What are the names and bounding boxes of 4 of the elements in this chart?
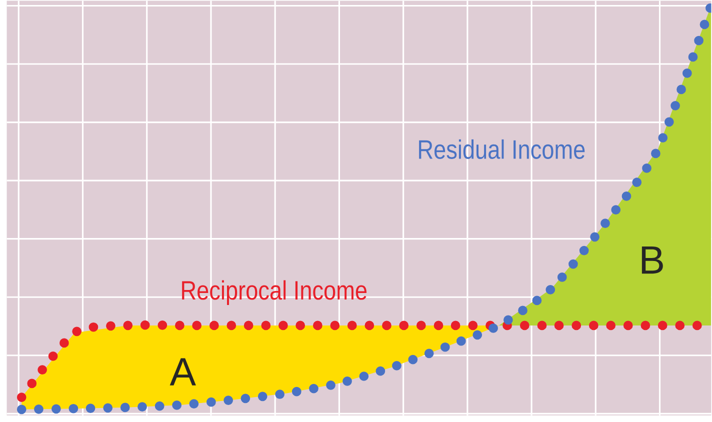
text: Residual Income — [419, 139, 585, 159]
annotation: B — [642, 246, 663, 274]
annotation: A — [170, 358, 196, 386]
series-label: Reciprocal Income — [182, 280, 367, 306]
